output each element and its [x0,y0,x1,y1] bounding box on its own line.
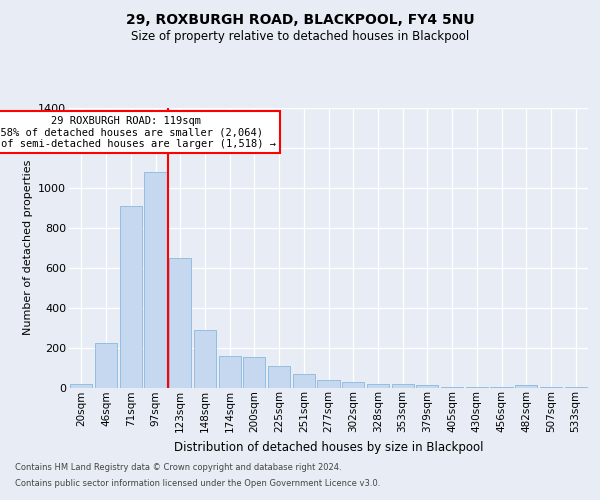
Bar [145,172,167,388]
Bar [367,384,389,388]
Text: 29, ROXBURGH ROAD, BLACKPOOL, FY4 5NU: 29, ROXBURGH ROAD, BLACKPOOL, FY4 5NU [125,12,475,26]
Bar [293,374,315,388]
Bar [95,342,117,388]
Bar [466,387,488,388]
Bar [416,385,439,388]
Bar [194,330,216,388]
Text: 29 ROXBURGH ROAD: 119sqm
← 58% of detached houses are smaller (2,064)
42% of sem: 29 ROXBURGH ROAD: 119sqm ← 58% of detach… [0,116,276,148]
Bar [70,384,92,388]
Bar [317,380,340,388]
Bar [119,206,142,388]
Text: Contains HM Land Registry data © Crown copyright and database right 2024.: Contains HM Land Registry data © Crown c… [15,462,341,471]
Bar [218,356,241,388]
Bar [243,356,265,388]
Bar [515,385,538,388]
Bar [392,384,414,388]
Bar [342,382,364,388]
X-axis label: Distribution of detached houses by size in Blackpool: Distribution of detached houses by size … [174,440,483,454]
Bar [441,386,463,388]
Text: Contains public sector information licensed under the Open Government Licence v3: Contains public sector information licen… [15,479,380,488]
Y-axis label: Number of detached properties: Number of detached properties [23,160,32,335]
Text: Size of property relative to detached houses in Blackpool: Size of property relative to detached ho… [131,30,469,43]
Bar [268,366,290,388]
Bar [169,258,191,388]
